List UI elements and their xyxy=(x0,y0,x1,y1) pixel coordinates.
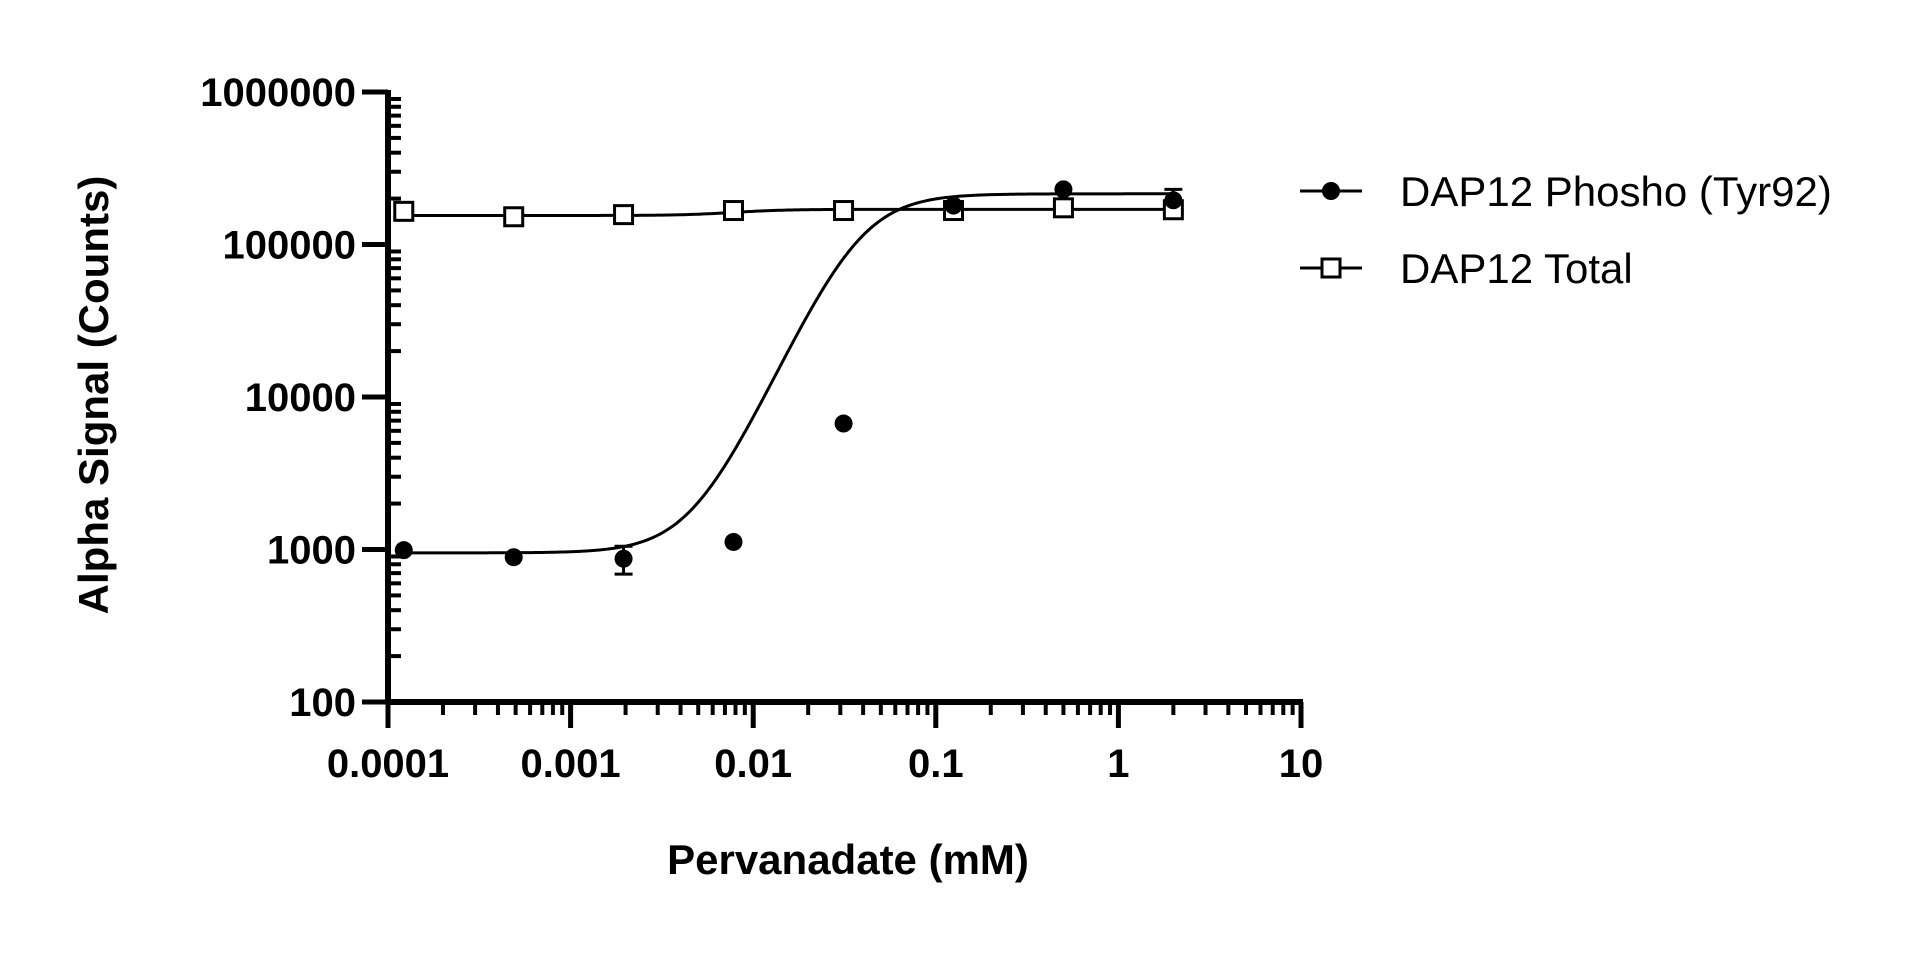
x-axis-title: Pervanadate (mM) xyxy=(667,836,1029,883)
axes xyxy=(385,90,1303,705)
x-tick-label: 0.0001 xyxy=(327,742,449,786)
error-bars xyxy=(614,187,1183,576)
fit-curve-series-2 xyxy=(403,207,1174,217)
data-point-series-2 xyxy=(722,200,744,222)
data-point-series-1 xyxy=(1164,191,1183,210)
data-point-series-2 xyxy=(393,200,415,222)
legend: DAP12 Phosho (Tyr92) DAP12 Total xyxy=(1300,168,1832,292)
data-point-series-1 xyxy=(1054,180,1073,199)
data-point-series-1 xyxy=(614,549,633,568)
data-point-series-2 xyxy=(503,206,525,228)
y-tick-label: 1000000 xyxy=(200,71,356,115)
x-tick-label: 10 xyxy=(1279,742,1324,786)
data-point-series-1 xyxy=(394,541,413,560)
data-point-series-1 xyxy=(504,548,523,567)
data-point-series-2 xyxy=(833,200,855,222)
fit-curve-series-1 xyxy=(403,192,1174,555)
y-tick-label: 100 xyxy=(289,681,356,725)
data-point-series-1 xyxy=(944,196,963,215)
y-tick-label: 10000 xyxy=(245,376,356,420)
tick-labels: 100 1000 10000 100000 1000000 0.0001 0.001 0.01… xyxy=(200,71,1323,786)
axis-ticks xyxy=(362,89,1304,728)
x-tick-label: 0.001 xyxy=(521,742,621,786)
y-tick-label: 1000 xyxy=(267,529,356,573)
legend-marker xyxy=(1322,182,1340,200)
y-axis-title: Alpha Signal (Counts) xyxy=(70,176,117,615)
legend-marker xyxy=(1320,257,1342,279)
fit-curves xyxy=(403,192,1174,555)
data-points xyxy=(393,180,1184,568)
x-tick-label: 0.1 xyxy=(908,742,964,786)
x-tick-label: 0.01 xyxy=(714,742,792,786)
x-tick-label: 1 xyxy=(1107,742,1129,786)
data-point-series-2 xyxy=(1052,197,1074,219)
data-point-series-1 xyxy=(834,414,853,433)
legend-label: DAP12 Phosho (Tyr92) xyxy=(1400,168,1832,215)
y-tick-label: 100000 xyxy=(223,224,356,268)
legend-label: DAP12 Total xyxy=(1400,245,1633,292)
data-point-series-2 xyxy=(613,204,635,226)
data-point-series-1 xyxy=(724,532,743,551)
